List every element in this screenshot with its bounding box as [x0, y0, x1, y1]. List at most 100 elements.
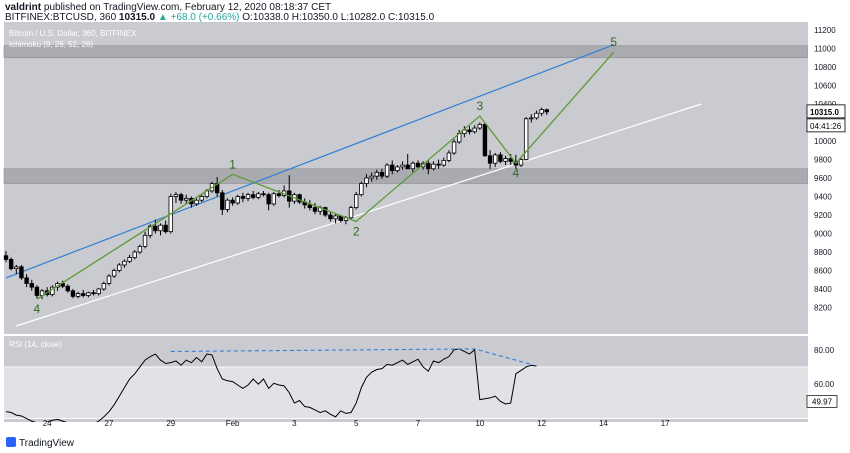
price-tick-label: 9600 [814, 174, 832, 183]
candle-body [503, 158, 508, 162]
rsi-legend: RSI (14, close) [9, 340, 62, 349]
candle-body [81, 293, 86, 296]
candle [400, 161, 405, 170]
candle-body [106, 275, 112, 284]
time-axis[interactable] [0, 422, 850, 434]
legend-title: Bitcoin / U.S. Dollar, 360, BITFINEX [9, 29, 137, 38]
tradingview-logo[interactable]: TradingView [6, 437, 74, 449]
candle [220, 190, 225, 215]
last-price: 10315.0 [118, 12, 156, 23]
rsi-divergence-line[interactable] [170, 348, 532, 365]
candle-body [364, 177, 369, 184]
candle [153, 219, 158, 234]
legend-indicator: Ichimoku (9, 26, 52, 26) [9, 40, 93, 49]
candle-body [137, 246, 143, 253]
candle-body [534, 112, 539, 119]
candle [245, 192, 251, 202]
candle-body [544, 109, 549, 113]
candle-body [323, 207, 328, 216]
candle [529, 114, 534, 123]
candle-body [70, 290, 76, 297]
author[interactable]: valdrint [5, 2, 42, 13]
channel-upper-line[interactable] [5, 44, 614, 279]
candle-body [19, 266, 24, 279]
candle-body [75, 293, 81, 297]
close-value: 10315.0 [397, 12, 435, 23]
time-tick-label: Feb [226, 419, 240, 428]
candle [384, 163, 390, 178]
candle-body [199, 196, 204, 201]
candle-body [446, 152, 452, 161]
open-label: O: [242, 12, 253, 23]
candle-body [220, 192, 225, 210]
candle [328, 212, 333, 222]
symbol-label[interactable]: BITFINEX:BTCUSD, 360 [5, 12, 117, 23]
candle-body [163, 224, 168, 233]
candle [390, 160, 395, 175]
publish-line: valdrint published on TradingView.com, F… [5, 2, 331, 13]
candle-body [431, 163, 436, 170]
candle [127, 254, 132, 264]
logo-text: TradingView [19, 438, 75, 449]
candle-body [266, 194, 271, 205]
rsi-tick-label: 60.00 [814, 380, 835, 389]
candle [117, 263, 122, 273]
candle [137, 244, 143, 254]
candle-body [405, 164, 410, 170]
low-value: 10282.0 [349, 12, 386, 23]
candle [503, 155, 508, 166]
candle-body [493, 154, 498, 164]
candle-body [374, 172, 379, 177]
candle-body [29, 283, 34, 288]
candle-body [477, 123, 482, 129]
candle-body [400, 164, 405, 168]
candle [266, 192, 271, 211]
candle-body [482, 123, 488, 157]
candle-body [312, 207, 318, 212]
candle-body [3, 255, 9, 260]
candle [199, 194, 204, 203]
candle-body [261, 193, 266, 196]
candle-body [395, 166, 400, 171]
last-price-tag [806, 104, 846, 119]
candle [184, 194, 189, 204]
candle [518, 157, 524, 167]
candle [14, 264, 19, 275]
candle-body [14, 266, 19, 270]
candle-body [328, 214, 333, 220]
candle [415, 160, 421, 169]
candle [523, 116, 529, 161]
ohlc-line: BITFINEX:BTCUSD, 360 10315.0 ▲ +68.0 (+0… [5, 12, 434, 23]
tradingview-logo-icon [6, 437, 16, 447]
price-tick-label: 8600 [814, 267, 832, 276]
candle [271, 191, 276, 206]
candle-body [147, 225, 153, 236]
candle-body [487, 155, 493, 164]
price-tick-label: 10000 [814, 137, 837, 146]
elliott-wave-path[interactable] [36, 51, 615, 300]
time-tick-label: 10 [475, 419, 484, 428]
candle [163, 220, 168, 234]
resistance-zone-2 [3, 168, 809, 184]
low-label: L: [340, 12, 350, 23]
time-tick-label: 29 [166, 419, 175, 428]
candle [493, 153, 498, 167]
candle [467, 126, 472, 135]
time-tick-label: 14 [599, 419, 608, 428]
candle-body [508, 158, 513, 162]
resistance-zone-1 [3, 45, 809, 59]
candle [8, 257, 14, 271]
channel-lower-line[interactable] [16, 103, 702, 327]
price-tick-label: 8200 [814, 304, 832, 313]
time-tick-label: 5 [354, 419, 359, 428]
candle-body [498, 154, 503, 162]
last-price-label: 10315.0 [810, 108, 839, 117]
high-value: 10350.0 [301, 12, 338, 23]
candle [353, 191, 359, 210]
candle [81, 289, 86, 298]
candle [534, 110, 539, 120]
candle-body [153, 225, 158, 232]
candle-body [297, 194, 302, 203]
candle [451, 139, 457, 155]
